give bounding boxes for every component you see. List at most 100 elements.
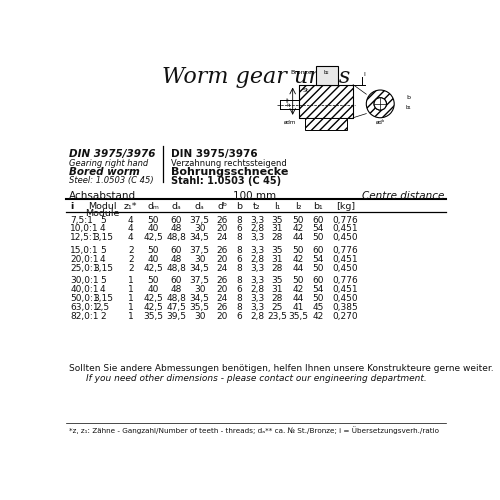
Text: 5: 5 xyxy=(100,216,105,224)
Text: 24: 24 xyxy=(216,264,228,272)
Text: 24: 24 xyxy=(216,233,228,242)
Text: 2,8: 2,8 xyxy=(250,285,264,294)
Text: 47,5: 47,5 xyxy=(166,303,186,312)
Text: 8: 8 xyxy=(236,264,242,272)
Text: 15,0:1: 15,0:1 xyxy=(70,246,99,255)
Text: 63,0:1: 63,0:1 xyxy=(70,303,99,312)
Text: 26: 26 xyxy=(216,303,228,312)
Text: 2,5: 2,5 xyxy=(96,303,110,312)
Text: 26: 26 xyxy=(216,246,228,255)
Text: 3,3: 3,3 xyxy=(250,216,264,224)
Text: b₂: b₂ xyxy=(324,70,330,75)
Text: 60: 60 xyxy=(170,276,182,285)
Text: 48: 48 xyxy=(170,224,182,234)
Text: 28: 28 xyxy=(272,264,283,272)
Text: 20: 20 xyxy=(216,312,228,321)
Text: 45: 45 xyxy=(312,303,324,312)
Text: 42,5: 42,5 xyxy=(144,294,163,303)
Text: 50: 50 xyxy=(312,264,324,272)
Text: 3,15: 3,15 xyxy=(93,233,113,242)
Text: 20: 20 xyxy=(216,224,228,234)
Text: 5: 5 xyxy=(100,276,105,285)
Text: 3,3: 3,3 xyxy=(250,276,264,285)
Text: Bohrungsschnecke: Bohrungsschnecke xyxy=(171,167,288,177)
Text: 8: 8 xyxy=(236,276,242,285)
Text: 8: 8 xyxy=(236,216,242,224)
Text: 60: 60 xyxy=(170,216,182,224)
Text: Gearing right hand: Gearing right hand xyxy=(68,158,148,168)
Bar xyxy=(305,118,347,130)
Text: 31: 31 xyxy=(272,255,283,264)
Text: dₘ: dₘ xyxy=(147,202,159,210)
Text: t₂: t₂ xyxy=(253,202,261,210)
Text: 3,3: 3,3 xyxy=(250,303,264,312)
Text: ødm: ødm xyxy=(284,120,296,125)
Text: 50: 50 xyxy=(148,276,159,285)
Text: 1: 1 xyxy=(128,312,134,321)
Text: 35: 35 xyxy=(272,246,283,255)
Text: 34,5: 34,5 xyxy=(190,294,210,303)
Text: l: l xyxy=(363,72,365,77)
Text: dₐ: dₐ xyxy=(195,202,204,210)
Text: 37,5: 37,5 xyxy=(190,276,210,285)
Text: 42: 42 xyxy=(292,224,304,234)
Text: 4: 4 xyxy=(100,224,105,234)
Text: 28: 28 xyxy=(272,233,283,242)
Text: 50: 50 xyxy=(148,216,159,224)
Text: If you need other dimensions - please contact our engineering department.: If you need other dimensions - please co… xyxy=(86,374,426,383)
Text: Sollten Sie andere Abmessungen benötigen, helfen Ihnen unsere Konstrukteure gern: Sollten Sie andere Abmessungen benötigen… xyxy=(68,364,494,373)
Text: 0,450: 0,450 xyxy=(332,294,358,303)
Text: dᵇ: dᵇ xyxy=(217,202,227,210)
Text: 6: 6 xyxy=(236,224,242,234)
Text: 42,5: 42,5 xyxy=(144,303,163,312)
Text: 37,5: 37,5 xyxy=(190,246,210,255)
Text: 26: 26 xyxy=(216,216,228,224)
Text: 3,3: 3,3 xyxy=(250,246,264,255)
Text: 48,8: 48,8 xyxy=(166,264,186,272)
Text: 30: 30 xyxy=(194,312,205,321)
Text: 4: 4 xyxy=(100,255,105,264)
Text: 2: 2 xyxy=(128,255,134,264)
Text: 0,451: 0,451 xyxy=(332,255,358,264)
Text: dₐ: dₐ xyxy=(172,202,181,210)
Text: 31: 31 xyxy=(272,285,283,294)
Text: 30: 30 xyxy=(194,224,205,234)
Text: 0,451: 0,451 xyxy=(332,285,358,294)
Text: 20: 20 xyxy=(216,285,228,294)
Text: 50,0:1: 50,0:1 xyxy=(70,294,99,303)
Text: 37,5: 37,5 xyxy=(190,216,210,224)
Text: 42,5: 42,5 xyxy=(144,264,163,272)
Text: 30: 30 xyxy=(194,255,205,264)
Text: Module: Module xyxy=(86,208,120,218)
Text: 0,776: 0,776 xyxy=(332,276,358,285)
Text: 2,8: 2,8 xyxy=(250,312,264,321)
Text: 6: 6 xyxy=(236,312,242,321)
Text: 20: 20 xyxy=(216,255,228,264)
Text: 3,15: 3,15 xyxy=(93,264,113,272)
Text: 3,3: 3,3 xyxy=(250,233,264,242)
Text: 20,0:1: 20,0:1 xyxy=(70,255,99,264)
Text: 48,8: 48,8 xyxy=(166,233,186,242)
Text: z₁*: z₁* xyxy=(124,202,138,210)
Text: ødᵇ: ødᵇ xyxy=(376,120,385,125)
Text: 60: 60 xyxy=(170,246,182,255)
Text: 50: 50 xyxy=(292,216,304,224)
Text: DIN 3975/3976: DIN 3975/3976 xyxy=(68,148,155,158)
Text: 35: 35 xyxy=(272,216,283,224)
Text: 44: 44 xyxy=(292,264,304,272)
Text: b: b xyxy=(236,202,242,210)
Ellipse shape xyxy=(374,98,386,110)
Text: Stahl: 1.0503 (C 45): Stahl: 1.0503 (C 45) xyxy=(171,176,281,186)
Text: 48,8: 48,8 xyxy=(166,294,186,303)
Text: 42: 42 xyxy=(292,255,304,264)
Text: 25: 25 xyxy=(272,303,283,312)
Text: 40: 40 xyxy=(148,285,159,294)
Text: 54: 54 xyxy=(312,255,324,264)
Text: l₂: l₂ xyxy=(295,202,302,210)
Text: 8: 8 xyxy=(236,246,242,255)
Text: [kg]: [kg] xyxy=(336,202,355,210)
Text: 42: 42 xyxy=(292,285,304,294)
Text: 60: 60 xyxy=(312,276,324,285)
Text: 60: 60 xyxy=(312,246,324,255)
Text: Achsabstand: Achsabstand xyxy=(68,191,136,201)
